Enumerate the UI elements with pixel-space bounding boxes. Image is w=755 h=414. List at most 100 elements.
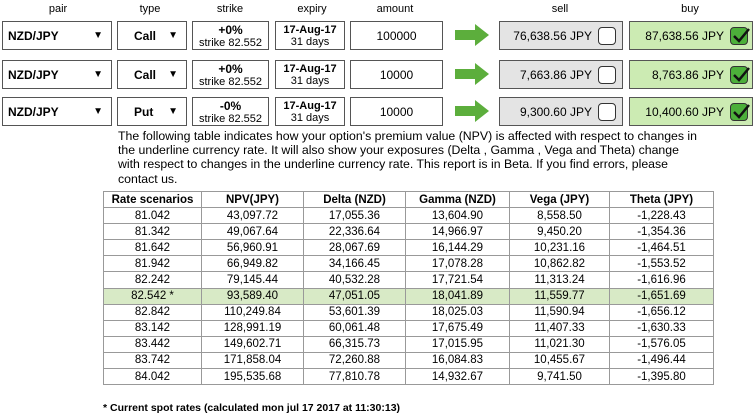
table-header-row: Rate scenarios NPV(JPY) Delta (NZD) Gamm… xyxy=(103,190,714,209)
table-cell: -1,630.33 xyxy=(609,319,714,337)
column-header: Theta (JPY) xyxy=(609,190,714,209)
expiry-field[interactable]: 17-Aug-17 31 days xyxy=(275,97,345,126)
buy-checkbox[interactable] xyxy=(730,103,750,121)
type-select[interactable]: Put ▼ xyxy=(117,97,187,126)
right-arrow-icon[interactable] xyxy=(455,24,489,46)
table-cell: 18,025.03 xyxy=(405,303,510,321)
table-cell: 9,450.20 xyxy=(509,223,610,241)
table-cell: 128,991.19 xyxy=(201,319,304,337)
table-cell: 82.242 xyxy=(103,271,202,289)
table-row: 81.942 66,949.82 34,166.45 17,078.28 10,862.… xyxy=(103,255,714,273)
type-select[interactable]: Call ▼ xyxy=(117,60,187,89)
right-arrow-icon[interactable] xyxy=(455,63,489,85)
pair-select[interactable]: NZD/JPY ▼ xyxy=(2,97,112,126)
table-cell: 83.442 xyxy=(103,335,202,353)
expiry-field[interactable]: 17-Aug-17 31 days xyxy=(275,60,345,89)
table-cell: 10,862.82 xyxy=(509,255,610,273)
header-amount: amount xyxy=(376,3,414,15)
table-cell: 17,675.49 xyxy=(405,319,510,337)
table-cell: 79,145.44 xyxy=(201,271,304,289)
buy-button[interactable]: 10,400.60 JPY xyxy=(629,97,753,126)
right-arrow-icon[interactable] xyxy=(455,100,489,122)
sell-checkbox[interactable] xyxy=(598,66,616,84)
dropdown-arrow-icon: ▼ xyxy=(168,69,178,80)
pair-select[interactable]: NZD/JPY ▼ xyxy=(2,21,112,50)
table-cell: 16,084.83 xyxy=(405,351,510,370)
table-cell: -1,354.36 xyxy=(609,223,714,241)
buy-button[interactable]: 87,638.56 JPY xyxy=(629,21,753,50)
table-cell: 81.642 xyxy=(103,239,202,257)
dropdown-arrow-icon: ▼ xyxy=(93,69,103,80)
table-row: 82.242 79,145.44 40,532.28 17,721.54 11,313.… xyxy=(103,271,714,289)
amount-input[interactable]: 10000 xyxy=(350,97,443,126)
header-expiry: expiry xyxy=(297,3,327,15)
header-sell: sell xyxy=(551,3,569,15)
table-cell: 195,535.68 xyxy=(201,368,304,386)
table-cell: 11,407.33 xyxy=(509,319,610,337)
table-cell: 14,966.97 xyxy=(405,223,510,241)
table-row: 81.042 43,097.72 17,055.36 13,604.90 8,558.5… xyxy=(103,207,714,225)
dropdown-arrow-icon: ▼ xyxy=(168,106,178,117)
table-cell: 83.742 xyxy=(103,351,202,370)
table-cell: -1,616.96 xyxy=(609,271,714,289)
buy-button[interactable]: 8,763.86 JPY xyxy=(629,60,753,89)
table-row: 81.342 49,067.64 22,336.64 14,966.97 9,450.2… xyxy=(103,223,714,241)
table-cell: 66,949.82 xyxy=(201,255,304,273)
table-cell: 66,315.73 xyxy=(303,335,406,353)
sell-button[interactable]: 7,663.86 JPY xyxy=(499,60,623,89)
table-cell: 14,932.67 xyxy=(405,368,510,386)
amount-input[interactable]: 100000 xyxy=(350,21,443,50)
strike-field[interactable]: +0% strike 82.552 xyxy=(192,60,269,89)
table-cell: 149,602.71 xyxy=(201,335,304,353)
header-pair: pair xyxy=(48,3,68,15)
table-cell: 34,166.45 xyxy=(303,255,406,273)
option-row: NZD/JPY ▼ Put ▼ -0% strike 82.552 17-Aug-17… xyxy=(0,97,755,127)
column-header: NPV(JPY) xyxy=(201,190,304,209)
table-cell: 11,313.24 xyxy=(509,271,610,289)
column-header: Gamma (NZD) xyxy=(405,190,510,209)
table-row: 82.842 110,249.84 53,601.39 18,025.03 11,590… xyxy=(103,303,714,321)
table-cell: 16,144.29 xyxy=(405,239,510,257)
option-row: NZD/JPY ▼ Call ▼ +0% strike 82.552 17-Aug-1… xyxy=(0,21,755,51)
buy-checkbox[interactable] xyxy=(730,66,750,84)
checkmark-icon xyxy=(733,28,750,43)
table-row: 83.142 128,991.19 60,061.48 17,675.49 11,407… xyxy=(103,319,714,337)
checkmark-icon xyxy=(733,104,750,119)
table-row: 84.042 195,535.68 77,810.78 14,932.67 9,741.… xyxy=(103,368,714,386)
strike-field[interactable]: +0% strike 82.552 xyxy=(192,21,269,50)
table-cell: 77,810.78 xyxy=(303,368,406,386)
column-header: Vega (JPY) xyxy=(509,190,610,209)
buy-checkbox[interactable] xyxy=(730,27,750,45)
expiry-field[interactable]: 17-Aug-17 31 days xyxy=(275,21,345,50)
table-cell: 81.942 xyxy=(103,255,202,273)
table-cell: 72,260.88 xyxy=(303,351,406,370)
table-cell: -1,576.05 xyxy=(609,335,714,353)
amount-input[interactable]: 10000 xyxy=(350,60,443,89)
table-cell: 83.142 xyxy=(103,319,202,337)
strike-field[interactable]: -0% strike 82.552 xyxy=(192,97,269,126)
sell-checkbox[interactable] xyxy=(598,103,616,121)
table-cell: 93,589.40 xyxy=(201,287,304,305)
table-row: 83.742 171,858.04 72,260.88 16,084.83 10,455… xyxy=(103,351,714,370)
table-cell: -1,464.51 xyxy=(609,239,714,257)
table-cell: -1,656.12 xyxy=(609,303,714,321)
sell-checkbox[interactable] xyxy=(598,27,616,45)
table-cell: 53,601.39 xyxy=(303,303,406,321)
pair-select[interactable]: NZD/JPY ▼ xyxy=(2,60,112,89)
type-select[interactable]: Call ▼ xyxy=(117,21,187,50)
table-cell: 17,055.36 xyxy=(303,207,406,225)
table-cell: 49,067.64 xyxy=(201,223,304,241)
table-cell: 28,067.69 xyxy=(303,239,406,257)
table-cell: 82.542 * xyxy=(103,287,202,305)
sell-button[interactable]: 9,300.60 JPY xyxy=(499,97,623,126)
table-cell: 11,021.30 xyxy=(509,335,610,353)
table-row: 81.642 56,960.91 28,067.69 16,144.29 10,231.… xyxy=(103,239,714,257)
table-cell: 17,721.54 xyxy=(405,271,510,289)
dropdown-arrow-icon: ▼ xyxy=(93,106,103,117)
column-header: Rate scenarios xyxy=(103,190,202,209)
table-cell: -1,553.52 xyxy=(609,255,714,273)
sell-button[interactable]: 76,638.56 JPY xyxy=(499,21,623,50)
option-row: NZD/JPY ▼ Call ▼ +0% strike 82.552 17-Aug-1… xyxy=(0,60,755,90)
footnote: * Current spot rates (calculated mon jul… xyxy=(103,402,401,414)
table-cell: 82.842 xyxy=(103,303,202,321)
